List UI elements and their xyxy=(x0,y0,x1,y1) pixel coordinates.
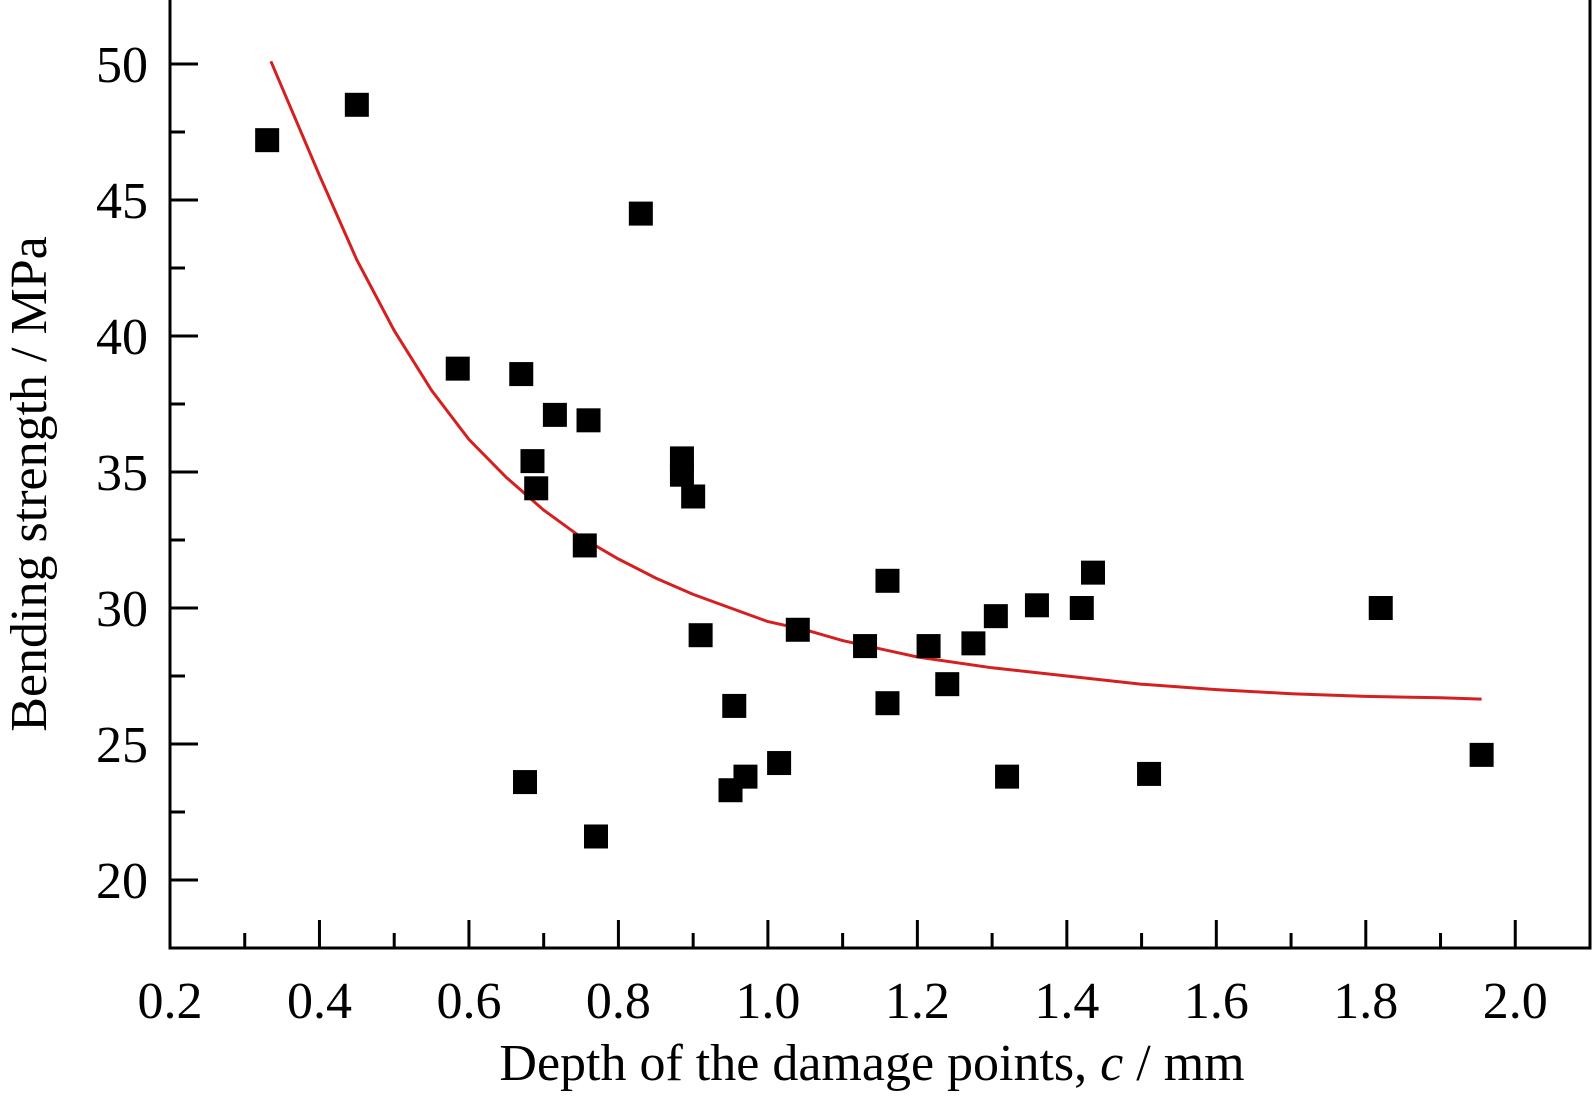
data-point xyxy=(1137,762,1161,786)
x-axis: 0.2 0.4 0.6 0.8 1.0 1.2 1.4 1.6 1.8 2.0 xyxy=(138,920,1548,1030)
x-tick-label: 0.8 xyxy=(586,973,651,1030)
y-tick-label: 30 xyxy=(96,581,148,638)
data-point xyxy=(984,604,1008,628)
x-tick-label: 1.0 xyxy=(735,973,800,1030)
data-points xyxy=(255,93,1493,849)
x-tick-label: 1.4 xyxy=(1034,973,1099,1030)
data-point xyxy=(629,202,653,226)
data-point xyxy=(255,128,279,152)
data-point xyxy=(345,93,369,117)
data-point xyxy=(670,463,694,487)
x-tick-label: 2.0 xyxy=(1483,973,1548,1030)
data-point xyxy=(543,403,567,427)
data-point xyxy=(767,751,791,775)
data-point xyxy=(875,691,899,715)
scatter-chart: 0.2 0.4 0.6 0.8 1.0 1.2 1.4 1.6 1.8 2.0 20 25 30 35 4… xyxy=(0,0,1592,1099)
data-point xyxy=(1470,743,1494,767)
y-tick-label: 40 xyxy=(96,309,148,366)
data-point xyxy=(513,770,537,794)
data-point xyxy=(509,362,533,386)
data-point xyxy=(520,449,544,473)
data-point xyxy=(961,631,985,655)
data-point xyxy=(573,533,597,557)
data-point xyxy=(1081,561,1105,585)
data-point xyxy=(689,623,713,647)
x-tick-label: 1.6 xyxy=(1184,973,1249,1030)
x-tick-label: 0.4 xyxy=(287,973,352,1030)
data-point xyxy=(875,569,899,593)
data-point xyxy=(917,634,941,658)
data-point xyxy=(577,408,601,432)
y-tick-label: 50 xyxy=(96,37,148,94)
data-point xyxy=(1369,596,1393,620)
data-point xyxy=(446,357,470,381)
data-point xyxy=(1025,593,1049,617)
data-point xyxy=(722,694,746,718)
y-tick-label: 25 xyxy=(96,717,148,774)
y-axis: 20 25 30 35 40 45 50 xyxy=(96,37,198,910)
data-point xyxy=(935,672,959,696)
x-axis-title: Depth of the damage points, c / mm xyxy=(499,1035,1244,1092)
x-tick-label: 1.8 xyxy=(1333,973,1398,1030)
plot-frame xyxy=(170,0,1590,948)
data-point xyxy=(524,476,548,500)
y-tick-label: 35 xyxy=(96,445,148,502)
y-tick-label: 20 xyxy=(96,853,148,910)
x-tick-label: 1.2 xyxy=(885,973,950,1030)
data-point xyxy=(733,765,757,789)
y-tick-label: 45 xyxy=(96,173,148,230)
y-axis-title: Bending strength / MPa xyxy=(1,236,58,731)
data-point xyxy=(786,618,810,642)
data-point xyxy=(853,634,877,658)
data-point xyxy=(584,824,608,848)
data-point xyxy=(1070,596,1094,620)
x-tick-label: 0.2 xyxy=(138,973,203,1030)
x-tick-label: 0.6 xyxy=(436,973,501,1030)
data-point xyxy=(995,765,1019,789)
data-point xyxy=(681,484,705,508)
